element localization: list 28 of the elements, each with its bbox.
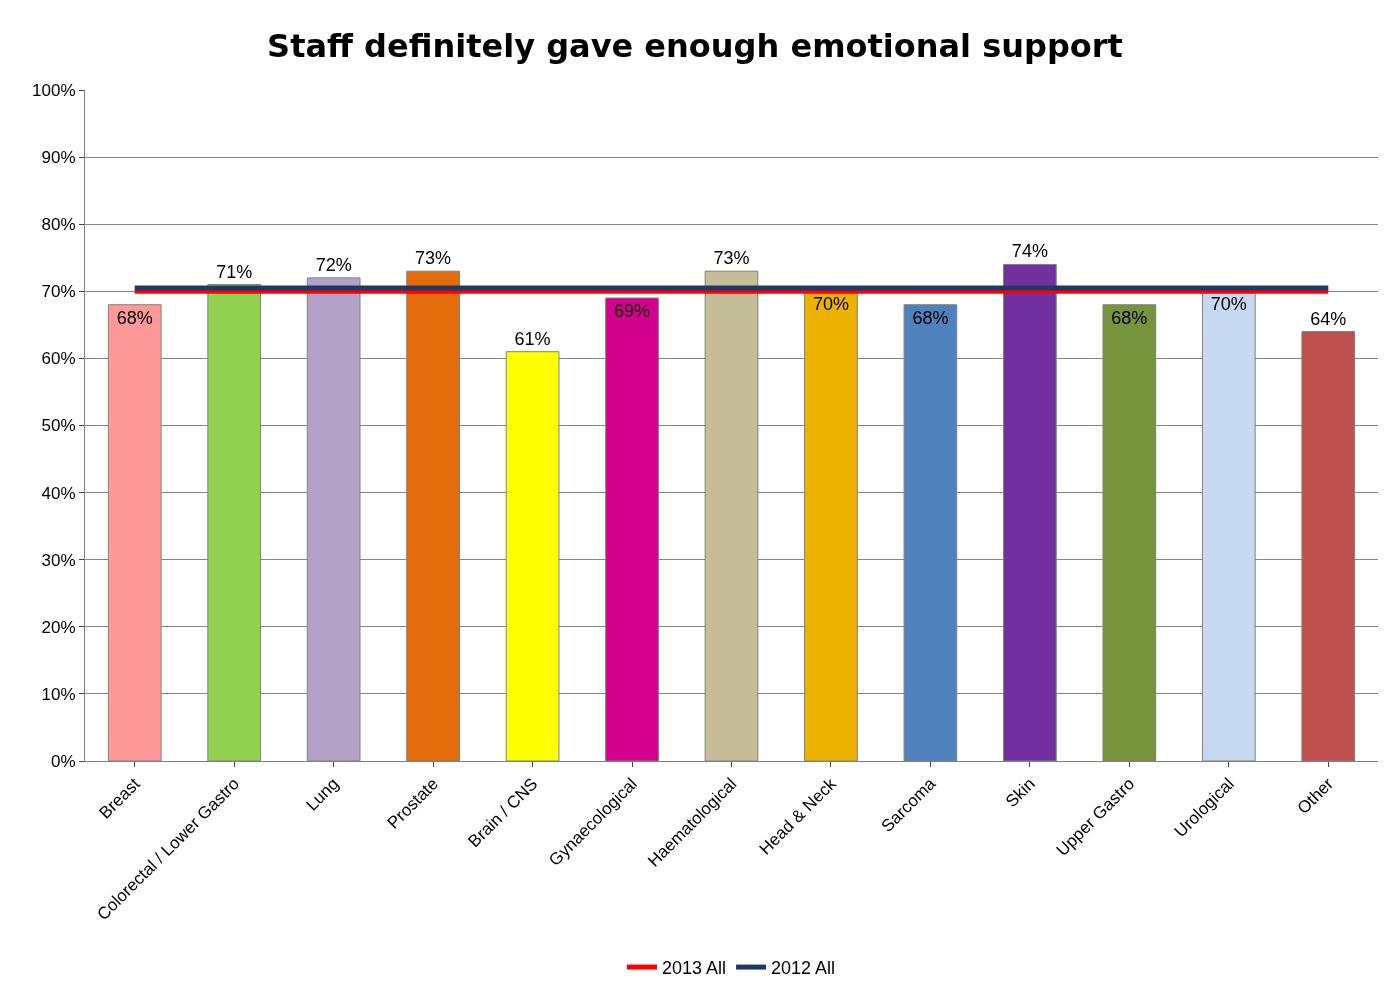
y-tick-label: 80% — [41, 215, 76, 235]
legend-label: 2013 All — [662, 958, 727, 979]
data-label: 64% — [1310, 308, 1347, 329]
x-tick-label: Skin — [1001, 774, 1039, 812]
data-label: 68% — [1111, 307, 1148, 328]
data-label: 73% — [713, 248, 750, 269]
y-tick-label: 10% — [41, 684, 76, 704]
data-label: 72% — [315, 254, 352, 275]
data-label: 68% — [912, 307, 949, 328]
data-label: 70% — [1210, 294, 1247, 315]
y-tick-label: 70% — [41, 282, 76, 302]
y-tick-label: 60% — [41, 349, 76, 369]
data-label: 74% — [1011, 241, 1048, 262]
y-tick-label: 90% — [41, 148, 76, 168]
data-label: 73% — [415, 248, 452, 269]
data-label: 68% — [116, 307, 153, 328]
data-label: 61% — [514, 328, 551, 349]
y-tick-label: 50% — [41, 416, 76, 436]
data-label: 70% — [812, 294, 849, 315]
y-tick-label: 0% — [51, 751, 76, 771]
y-tick-label: 20% — [41, 617, 76, 637]
y-tick-label: 100% — [32, 80, 76, 100]
data-label: 69% — [614, 301, 651, 322]
y-tick-label: 40% — [41, 483, 76, 503]
data-label: 71% — [216, 261, 253, 282]
y-tick-label: 30% — [41, 550, 76, 570]
chart-title: Staff definitely gave enough emotional support — [267, 27, 1123, 66]
legend-label: 2012 All — [771, 958, 836, 979]
